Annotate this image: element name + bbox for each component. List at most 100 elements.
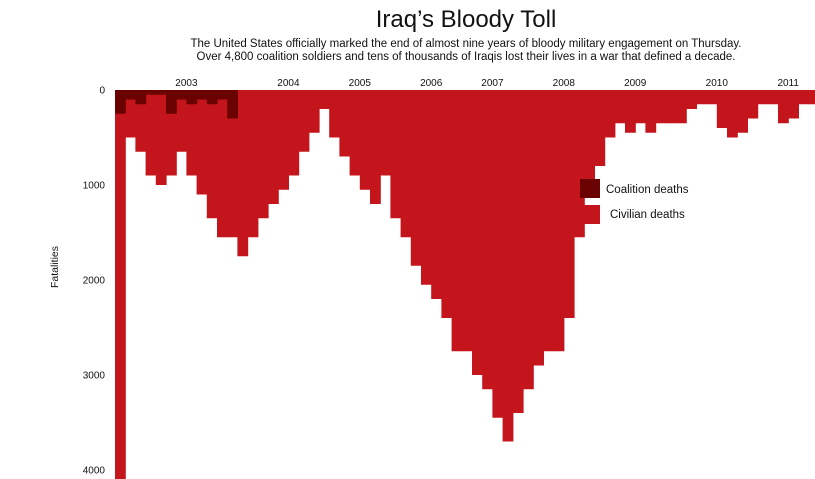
civilian-bar-57: [696, 90, 708, 105]
chart-subtitle: The United States officially marked the …: [0, 38, 815, 64]
civilian-bar-22: [339, 90, 351, 157]
x-year-label: 2003: [175, 78, 198, 89]
civilian-bar-50: [625, 90, 636, 133]
civilian-bars: [115, 90, 815, 479]
x-year-label: 2009: [624, 78, 647, 89]
civilian-bar-58: [706, 90, 718, 105]
civilian-bar-2: [135, 90, 147, 152]
x-year-label: 2010: [706, 78, 729, 89]
coalition-bar-9: [206, 90, 218, 105]
civilian-bar-48: [604, 90, 616, 138]
civilian-bar-24: [359, 90, 371, 190]
civilian-bar-34: [461, 90, 473, 352]
civilian-bar-31: [431, 90, 442, 299]
civilian-bar-62: [747, 90, 759, 119]
y-tick-label: 2000: [83, 276, 106, 287]
civilian-bar-66: [788, 90, 799, 119]
civilian-bar-37: [492, 90, 504, 418]
civilian-bar-30: [421, 90, 432, 285]
legend-label-coalition: Coalition deaths: [606, 184, 689, 196]
coalition-bar-4: [155, 90, 167, 95]
coalition-bar-7: [186, 90, 198, 105]
civilian-bar-60: [727, 90, 738, 138]
subtitle-line-2: Over 4,800 coalition soldiers and tens o…: [196, 51, 736, 63]
civilian-bar-16: [278, 90, 289, 190]
civilian-bar-21: [329, 90, 340, 138]
coalition-bar-0: [115, 90, 126, 114]
coalition-bar-1: [125, 90, 136, 100]
x-year-label: 2011: [777, 78, 799, 89]
civilian-bar-18: [298, 90, 310, 152]
civilian-bar-28: [400, 90, 412, 238]
coalition-bar-8: [196, 90, 208, 100]
coalition-bar-6: [176, 90, 187, 100]
y-tick-label: 0: [99, 86, 105, 97]
civilian-bar-0: [115, 90, 126, 479]
coalition-bars: [115, 90, 238, 119]
civilian-bar-65: [778, 90, 789, 124]
x-year-label: 2007: [481, 78, 504, 89]
legend-swatch-coalition: [580, 179, 600, 198]
civilian-bar-68: [808, 90, 815, 105]
civilian-bar-4: [155, 90, 167, 185]
civilian-bar-53: [655, 90, 667, 124]
civilian-bar-52: [645, 90, 657, 133]
coalition-bar-3: [145, 90, 157, 95]
civilian-bar-7: [186, 90, 198, 176]
civilian-bar-63: [757, 90, 769, 105]
civilian-bar-6: [176, 90, 187, 152]
legend-swatch-civilian: [580, 205, 600, 224]
y-tick-label: 3000: [83, 371, 106, 382]
civilian-bar-29: [410, 90, 422, 266]
civilian-bar-56: [686, 90, 697, 109]
civilian-bar-43: [553, 90, 565, 352]
civilian-bar-9: [206, 90, 218, 219]
civilian-bar-3: [145, 90, 157, 176]
civilian-bar-26: [380, 90, 391, 176]
civilian-bar-46: [584, 90, 595, 190]
y-tick-label: 4000: [83, 466, 106, 477]
civilian-bar-39: [512, 90, 524, 413]
x-year-label: 2004: [277, 78, 300, 89]
civilian-bar-64: [767, 90, 779, 105]
civilian-bar-19: [308, 90, 320, 133]
civilian-bar-47: [594, 90, 606, 166]
civilian-bar-32: [441, 90, 453, 318]
x-axis-year-labels: 2003 2004 2005 2006 2007 2008 2009 2010 2011: [175, 78, 799, 89]
civilian-bar-38: [502, 90, 514, 442]
civilian-bar-59: [716, 90, 728, 128]
x-year-label: 2006: [420, 78, 443, 89]
civilian-bar-11: [227, 90, 238, 238]
coalition-bar-11: [227, 90, 238, 119]
civilian-bar-45: [574, 90, 585, 238]
y-axis-label: Fatalities: [49, 246, 61, 288]
civilian-bar-51: [635, 90, 646, 124]
y-tick-label: 1000: [83, 181, 106, 192]
civilian-bar-35: [472, 90, 483, 375]
civilian-bar-20: [319, 90, 330, 109]
civilian-bar-42: [543, 90, 555, 352]
chart-title: Iraq’s Bloody Toll: [375, 6, 557, 33]
civilian-bar-13: [247, 90, 259, 238]
civilian-bar-67: [798, 90, 810, 105]
civilian-bar-55: [676, 90, 687, 124]
subtitle-line-1: The United States officially marked the …: [190, 38, 742, 50]
civilian-bar-44: [563, 90, 575, 318]
civilian-bar-14: [257, 90, 269, 219]
civilian-bar-40: [523, 90, 534, 390]
civilian-bar-25: [370, 90, 381, 204]
civilian-bar-12: [237, 90, 249, 257]
civilian-bar-10: [217, 90, 228, 238]
civilian-bar-17: [288, 90, 300, 176]
coalition-bar-2: [135, 90, 147, 105]
y-axis-ticks: 0 1000 2000 3000 4000: [83, 86, 106, 477]
civilian-bar-15: [268, 90, 279, 204]
legend: Coalition deaths Civilian deaths: [580, 179, 689, 224]
civilian-bar-49: [614, 90, 626, 124]
civilian-bar-61: [737, 90, 748, 133]
civilian-bar-27: [390, 90, 402, 219]
legend-label-civilian: Civilian deaths: [610, 209, 685, 221]
civilian-bar-1: [125, 90, 136, 138]
civilian-bar-54: [665, 90, 677, 124]
